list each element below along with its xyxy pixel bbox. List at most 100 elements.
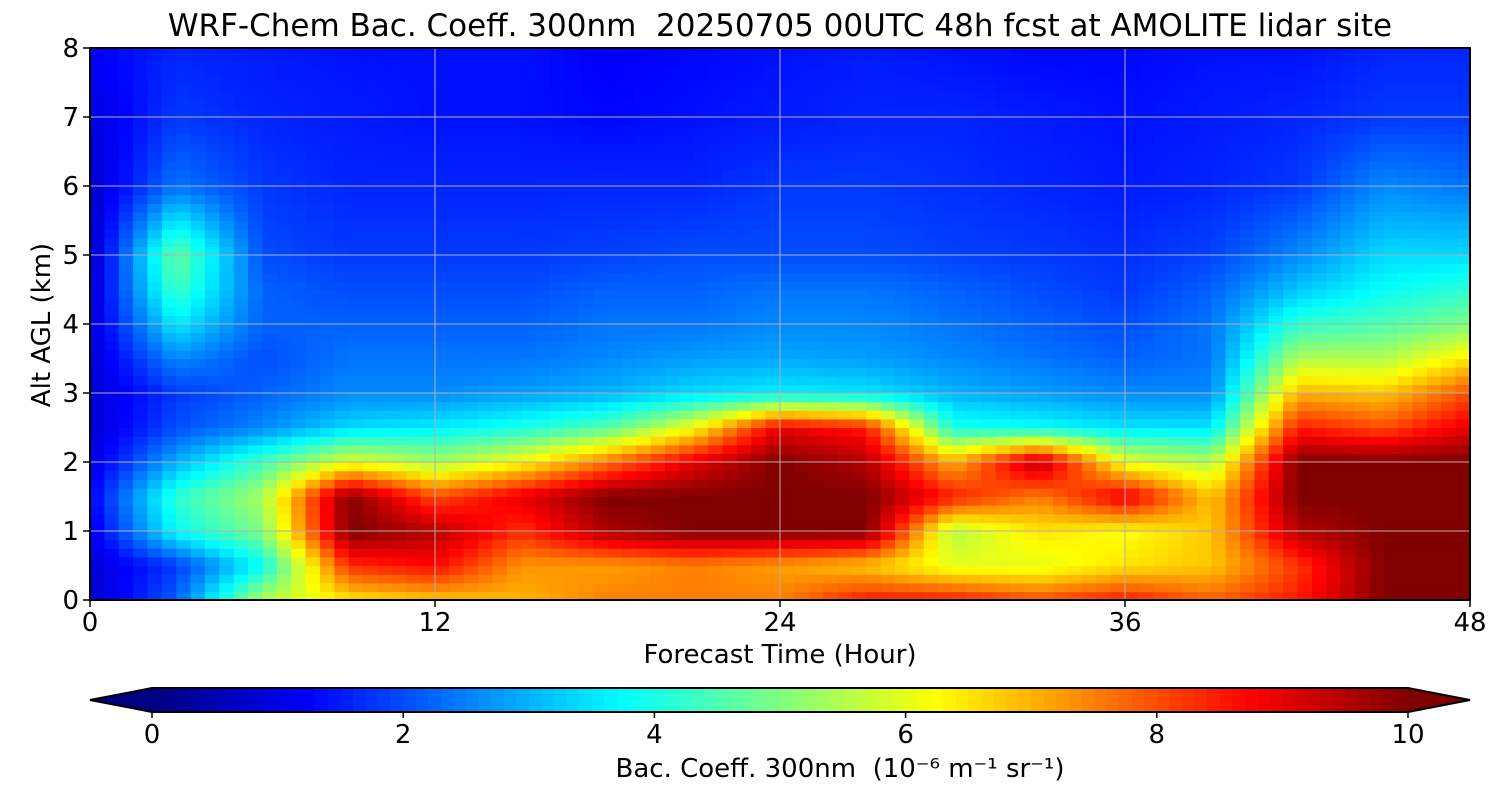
heatmap-cell	[593, 65, 609, 75]
heatmap-cell	[161, 125, 177, 135]
heatmap-cell	[578, 125, 594, 135]
heatmap-cell	[1139, 574, 1155, 584]
heatmap-cell	[823, 108, 839, 118]
heatmap-cell	[248, 48, 264, 58]
heatmap-cell	[909, 229, 925, 239]
heatmap-cell	[377, 229, 393, 239]
heatmap-cell	[751, 151, 767, 161]
heatmap-cell	[176, 332, 192, 342]
heatmap-cell	[506, 117, 522, 127]
heatmap-cell	[751, 168, 767, 178]
heatmap-cell	[449, 272, 465, 282]
heatmap-cell	[506, 349, 522, 360]
heatmap-cell	[1053, 513, 1069, 523]
heatmap-cell	[420, 548, 436, 558]
heatmap-cell	[535, 211, 551, 222]
heatmap-cell	[449, 194, 465, 204]
heatmap-cell	[521, 263, 537, 273]
heatmap-cell	[334, 272, 350, 282]
heatmap-cell	[823, 401, 839, 411]
heatmap-cell	[550, 332, 565, 342]
heatmap-cell	[665, 117, 680, 127]
heatmap-cell	[751, 470, 767, 480]
heatmap-cell	[478, 548, 494, 558]
heatmap-cell	[794, 168, 810, 178]
heatmap-cell	[794, 332, 810, 342]
heatmap-cell	[118, 125, 134, 135]
heatmap-cell	[1110, 505, 1126, 515]
heatmap-cell	[665, 194, 680, 204]
heatmap-cell	[305, 410, 321, 420]
heatmap-cell	[780, 574, 795, 584]
heatmap-cell	[205, 117, 220, 127]
heatmap-cell	[449, 418, 465, 429]
heatmap-cell	[923, 479, 939, 489]
heatmap-cell	[118, 375, 134, 385]
heatmap-cell	[564, 324, 580, 334]
heatmap-cell	[923, 91, 939, 101]
heatmap-cell	[823, 56, 839, 66]
heatmap-cell	[276, 384, 292, 394]
heatmap-cell	[1196, 487, 1212, 498]
heatmap-cell	[708, 99, 724, 109]
heatmap-cell	[435, 91, 450, 101]
heatmap-cell	[722, 91, 738, 101]
heatmap-cell	[406, 263, 422, 273]
heatmap-cell	[981, 479, 997, 489]
heatmap-cell	[276, 168, 292, 178]
heatmap-cell	[621, 427, 637, 437]
heatmap-cell	[291, 263, 307, 273]
heatmap-cell	[679, 99, 695, 109]
heatmap-cell	[248, 255, 264, 265]
heatmap-cell	[1139, 203, 1155, 213]
heatmap-cell	[1125, 117, 1140, 127]
heatmap-cell	[492, 358, 508, 368]
heatmap-cell	[895, 341, 910, 351]
heatmap-cell	[593, 513, 609, 523]
heatmap-cell	[564, 539, 580, 549]
heatmap-cell	[133, 56, 149, 66]
heatmap-cell	[406, 48, 422, 58]
heatmap-cell	[823, 453, 839, 463]
heatmap-cell	[751, 134, 767, 144]
heatmap-cell	[808, 427, 824, 437]
heatmap-cell	[880, 522, 896, 532]
heatmap-cell	[866, 48, 882, 58]
heatmap-cell	[550, 211, 565, 222]
heatmap-cell	[1067, 401, 1083, 411]
heatmap-cell	[435, 384, 450, 394]
heatmap-cell	[823, 65, 839, 75]
heatmap-cell	[161, 453, 177, 463]
heatmap-cell	[1010, 91, 1025, 101]
heatmap-cell	[449, 65, 465, 75]
heatmap-cell	[1024, 263, 1040, 273]
heatmap-cell	[420, 410, 436, 420]
heatmap-cell	[1196, 522, 1212, 532]
heatmap-cell	[607, 211, 623, 222]
heatmap-cell	[665, 436, 680, 446]
heatmap-cell	[377, 211, 393, 222]
heatmap-cell	[693, 384, 709, 394]
heatmap-cell	[118, 56, 134, 66]
heatmap-cell	[578, 246, 594, 256]
heatmap-cell	[952, 211, 968, 222]
heatmap-cell	[406, 332, 422, 342]
heatmap-cell	[1182, 246, 1198, 256]
heatmap-cell	[492, 125, 508, 135]
heatmap-cell	[736, 574, 752, 584]
heatmap-cell	[205, 531, 220, 541]
heatmap-cell	[851, 487, 867, 498]
heatmap-cell	[104, 306, 120, 316]
heatmap-cell	[909, 556, 925, 567]
heatmap-cell	[952, 513, 968, 523]
heatmap-cell	[780, 531, 795, 541]
heatmap-cell	[1182, 82, 1198, 92]
heatmap-cell	[90, 375, 105, 385]
heatmap-cell	[679, 358, 695, 368]
heatmap-cell	[952, 125, 968, 135]
heatmap-cell	[923, 142, 939, 153]
heatmap-cell	[463, 168, 479, 178]
heatmap-cell	[506, 418, 522, 429]
heatmap-cell	[1038, 125, 1054, 135]
heatmap-cell	[104, 73, 120, 84]
